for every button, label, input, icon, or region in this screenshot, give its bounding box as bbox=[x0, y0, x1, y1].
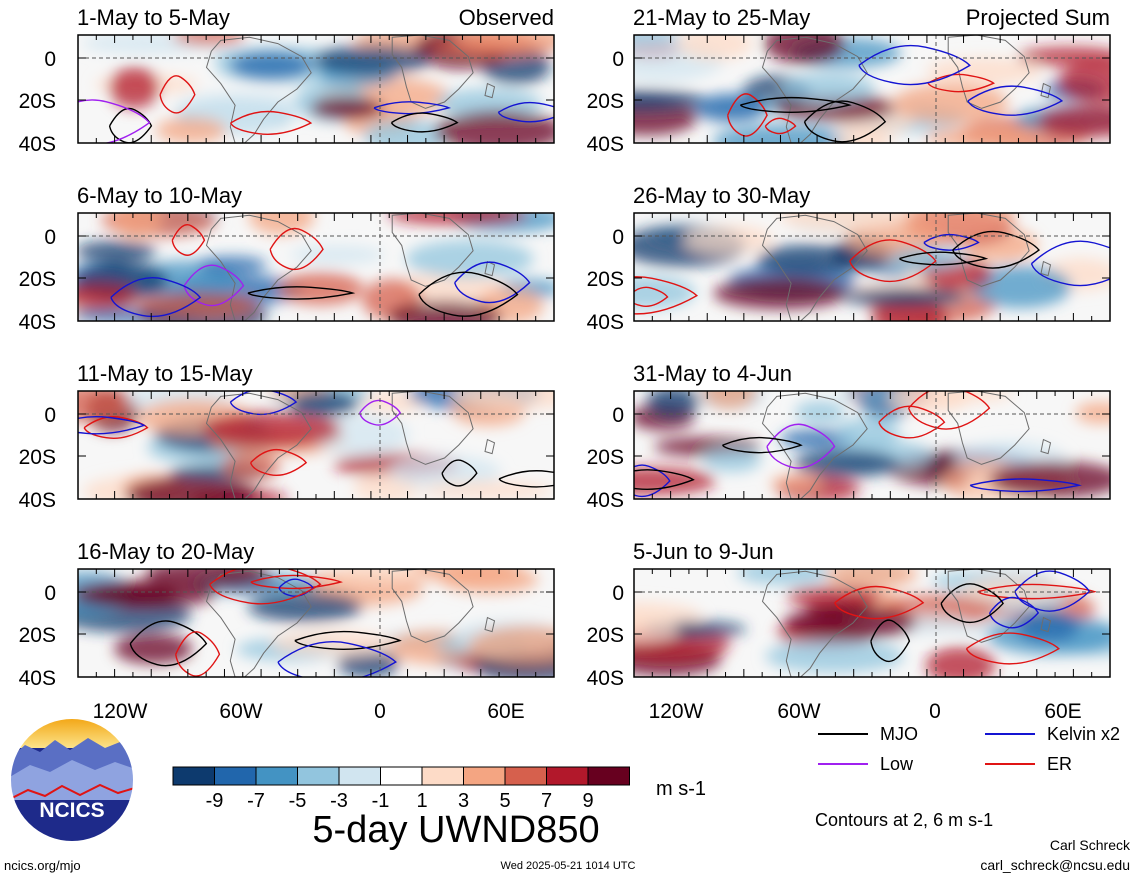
lat-label: 20S bbox=[19, 446, 56, 469]
colorbar-tick-label: 9 bbox=[582, 790, 593, 812]
uwnd-field bbox=[78, 213, 554, 321]
colorbar-tick-label: 5 bbox=[499, 790, 510, 812]
map-panel: 11-May to 15-May 0 20S 40S bbox=[19, 361, 555, 512]
panel-title: 5-Jun to 9-Jun bbox=[633, 539, 774, 564]
colorbar-swatch bbox=[338, 766, 381, 786]
colorbar-tick-label: 7 bbox=[541, 790, 552, 812]
map-panel: 16-May to 20-May 0 20S 40S bbox=[19, 539, 555, 690]
lon-label: 60E bbox=[1044, 700, 1081, 723]
colorbar-tick-label: -3 bbox=[330, 790, 348, 812]
lat-label: 20S bbox=[587, 446, 624, 469]
lat-label: 0 bbox=[612, 48, 624, 71]
uwnd-field bbox=[634, 213, 1110, 321]
lat-label: 0 bbox=[44, 404, 56, 427]
map-panel: 6-May to 10-May 0 20S 40S bbox=[19, 183, 555, 334]
colorbar-swatch bbox=[380, 766, 423, 786]
colorbar-swatch bbox=[214, 766, 257, 786]
map-panel: 31-May to 4-Jun 0 20S 40S bbox=[587, 361, 1111, 512]
lon-label: 0 bbox=[374, 700, 386, 723]
footer-author: Carl Schreck bbox=[1050, 837, 1131, 853]
map-panel: 1-May to 5-May Observed 0 20S 40S bbox=[19, 5, 555, 156]
lat-label: 20S bbox=[587, 624, 624, 647]
uwnd-field bbox=[78, 391, 554, 499]
lon-label: 0 bbox=[929, 700, 941, 723]
lat-label: 0 bbox=[612, 404, 624, 427]
colorbar-tick-label: 3 bbox=[458, 790, 469, 812]
legend-label: Low bbox=[880, 754, 914, 774]
main-title: 5-day UWND850 bbox=[312, 809, 599, 851]
lat-label: 0 bbox=[612, 226, 624, 249]
panel-title: 21-May to 25-May bbox=[633, 5, 810, 30]
uwnd-field bbox=[634, 391, 1110, 499]
lat-label: 20S bbox=[19, 268, 56, 291]
colorbar-swatch bbox=[172, 766, 215, 786]
colorbar-swatch bbox=[297, 766, 340, 786]
lat-label: 40S bbox=[19, 133, 56, 156]
colorbar-tick-label: -9 bbox=[206, 790, 224, 812]
lat-label: 20S bbox=[587, 90, 624, 113]
uwnd-field bbox=[78, 569, 554, 677]
legend-label: ER bbox=[1047, 754, 1072, 774]
colorbar: -9 -7 -5 -3 -1 1 3 5 7 9 bbox=[172, 766, 630, 812]
uwnd-field bbox=[634, 569, 1110, 677]
legend-label: MJO bbox=[880, 724, 918, 744]
map-panel: 21-May to 25-May Projected Sum 0 20S 40S bbox=[587, 5, 1111, 156]
lat-label: 0 bbox=[44, 226, 56, 249]
panel-title: 16-May to 20-May bbox=[77, 539, 254, 564]
colorbar-swatch bbox=[463, 766, 506, 786]
footer-email: carl_schreck@ncsu.edu bbox=[980, 857, 1130, 873]
map-panel: 26-May to 30-May 0 20S 40S bbox=[587, 183, 1111, 334]
contour-note: Contours at 2, 6 m s-1 bbox=[815, 810, 993, 830]
panel-title: 1-May to 5-May bbox=[77, 5, 230, 30]
panel-title: 26-May to 30-May bbox=[633, 183, 810, 208]
lat-label: 40S bbox=[19, 311, 56, 334]
footer-url: ncics.org/mjo bbox=[4, 858, 81, 873]
uwnd-field bbox=[634, 35, 1110, 143]
colorbar-tick-label: -1 bbox=[372, 790, 390, 812]
colorbar-unit: m s-1 bbox=[656, 778, 706, 800]
lat-label: 20S bbox=[19, 624, 56, 647]
lat-label: 40S bbox=[587, 667, 624, 690]
lon-label: 60E bbox=[487, 700, 524, 723]
colorbar-swatch bbox=[421, 766, 464, 786]
panel-title: 31-May to 4-Jun bbox=[633, 361, 792, 386]
panel-title: 11-May to 15-May bbox=[77, 361, 253, 386]
colorbar-tick-label: 1 bbox=[416, 790, 427, 812]
lat-label: 40S bbox=[19, 489, 56, 512]
lon-label: 120W bbox=[93, 700, 148, 723]
lat-label: 0 bbox=[612, 582, 624, 605]
lat-label: 0 bbox=[44, 582, 56, 605]
lon-label: 60W bbox=[219, 700, 262, 723]
colorbar-swatch bbox=[504, 766, 547, 786]
panel-tag: Projected Sum bbox=[966, 5, 1110, 30]
lat-label: 40S bbox=[19, 667, 56, 690]
lat-label: 20S bbox=[587, 268, 624, 291]
lat-label: 20S bbox=[19, 90, 56, 113]
colorbar-tick-label: -7 bbox=[247, 790, 265, 812]
line-legend: MJO Kelvin x2 Low ER bbox=[818, 724, 1120, 774]
map-panel: 5-Jun to 9-Jun 0 20S 40S bbox=[587, 539, 1111, 690]
lat-label: 40S bbox=[587, 489, 624, 512]
lat-label: 40S bbox=[587, 311, 624, 334]
colorbar-swatch bbox=[546, 766, 589, 786]
uwnd-field bbox=[78, 35, 554, 143]
ncics-logo: NCICS bbox=[9, 717, 135, 843]
lat-label: 0 bbox=[44, 48, 56, 71]
colorbar-tick-label: -5 bbox=[289, 790, 307, 812]
legend-label: Kelvin x2 bbox=[1047, 724, 1120, 744]
logo-text: NCICS bbox=[39, 799, 104, 822]
panel-tag: Observed bbox=[459, 5, 554, 30]
footer-timestamp: Wed 2025-05-21 1014 UTC bbox=[501, 860, 636, 872]
lat-label: 40S bbox=[587, 133, 624, 156]
lon-label: 120W bbox=[649, 700, 704, 723]
colorbar-swatch bbox=[587, 766, 630, 786]
lon-label: 60W bbox=[777, 700, 820, 723]
colorbar-swatch bbox=[255, 766, 298, 786]
panel-title: 6-May to 10-May bbox=[77, 183, 242, 208]
